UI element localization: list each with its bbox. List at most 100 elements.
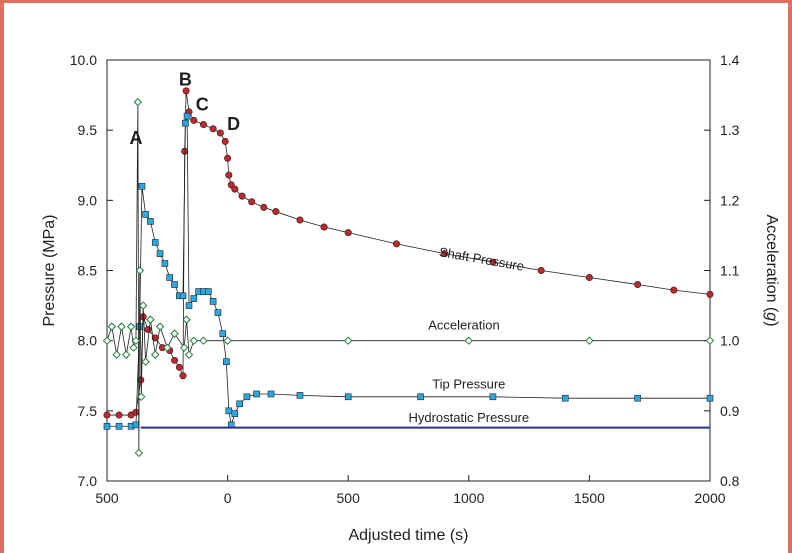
data-point	[320, 223, 328, 231]
data-point	[115, 411, 123, 419]
y-axis-right-title-unit: g	[763, 312, 780, 321]
data-point	[144, 325, 152, 333]
x-tick-label: 1500	[574, 490, 605, 506]
data-point	[634, 394, 641, 402]
y-left-tick-label: 8.0	[78, 333, 98, 349]
data-point	[179, 292, 187, 300]
y-right-tick-label: 1.4	[720, 52, 740, 68]
data-point	[103, 411, 111, 419]
data-point	[221, 137, 229, 145]
event-annotation: A	[129, 128, 142, 148]
data-point	[134, 448, 144, 458]
curve-label: Acceleration	[428, 317, 500, 332]
data-point	[296, 216, 304, 224]
data-point	[131, 336, 141, 345]
data-point	[209, 125, 217, 133]
x-tick-label: 500	[95, 490, 119, 506]
data-point	[107, 322, 117, 331]
data-point	[138, 183, 146, 190]
data-point	[236, 400, 243, 408]
y-left-tick-label: 7.5	[78, 403, 98, 419]
data-point	[225, 171, 233, 179]
data-point	[223, 336, 232, 345]
data-point	[179, 372, 187, 380]
data-point	[138, 301, 148, 310]
data-point	[344, 393, 352, 401]
x-tick-label: 0	[224, 490, 232, 506]
data-point	[129, 343, 138, 352]
x-tick-label: 1000	[453, 490, 484, 506]
data-point	[634, 281, 642, 289]
event-annotation: C	[196, 95, 209, 115]
data-point	[179, 343, 189, 352]
y-left-tick-label: 8.5	[78, 263, 98, 279]
data-point	[163, 343, 172, 352]
y-right-tick-label: 0.9	[720, 403, 740, 419]
data-point	[199, 336, 208, 345]
data-point	[205, 288, 212, 295]
chart-marks	[102, 87, 715, 458]
data-point	[585, 336, 594, 345]
curve-label: Tip Pressure	[432, 376, 505, 391]
y-axis-left-title: Pressure (MPa)	[41, 214, 58, 326]
data-point	[670, 286, 678, 294]
x-tick-label: 500	[337, 490, 361, 506]
data-point	[706, 290, 714, 298]
data-point	[117, 322, 126, 331]
y-right-tick-label: 0.8	[720, 473, 740, 489]
data-point	[112, 350, 121, 359]
data-point	[151, 350, 160, 359]
data-point	[537, 266, 545, 274]
event-annotation: B	[179, 69, 192, 89]
data-point	[135, 266, 145, 275]
data-point	[126, 322, 136, 331]
data-point	[171, 281, 178, 288]
data-point	[146, 315, 155, 324]
data-point	[132, 421, 140, 429]
data-point	[223, 358, 230, 366]
y-left-tick-label: 9.0	[78, 192, 98, 208]
data-point	[489, 393, 497, 401]
data-point	[103, 422, 111, 430]
data-point	[209, 298, 217, 305]
data-point	[199, 121, 207, 129]
data-point	[182, 315, 191, 324]
data-point	[253, 390, 260, 398]
data-point	[561, 394, 569, 402]
data-point	[147, 218, 154, 225]
data-point	[214, 309, 222, 316]
data-point	[185, 302, 193, 309]
y-left-tick-label: 9.5	[78, 122, 98, 138]
data-point	[343, 336, 353, 345]
data-point	[189, 336, 199, 345]
data-point	[166, 274, 174, 281]
data-point	[170, 329, 179, 338]
data-point	[231, 185, 239, 193]
data-point	[225, 407, 233, 415]
data-point	[151, 239, 159, 246]
y-right-tick-label: 1.1	[720, 263, 740, 279]
y-right-tick-label: 1.3	[720, 122, 740, 138]
series-shaft-pressure	[103, 87, 714, 419]
data-point	[272, 208, 280, 216]
data-point	[141, 357, 150, 366]
series-acceleration	[102, 97, 715, 458]
data-point	[182, 119, 189, 127]
plot-area	[106, 59, 711, 482]
data-point	[238, 192, 246, 200]
data-point	[464, 336, 474, 345]
data-point	[216, 129, 224, 137]
data-point	[142, 211, 149, 218]
data-point	[585, 274, 593, 282]
series-line	[107, 90, 711, 416]
x-axis-title: Adjusted time (s)	[348, 527, 468, 544]
data-point	[190, 116, 198, 124]
event-annotation: D	[227, 114, 240, 134]
y-axis-right-title-suffix: )	[763, 321, 780, 326]
data-point	[102, 336, 112, 345]
data-point	[115, 422, 123, 430]
data-point	[489, 258, 497, 266]
data-point	[156, 250, 164, 257]
